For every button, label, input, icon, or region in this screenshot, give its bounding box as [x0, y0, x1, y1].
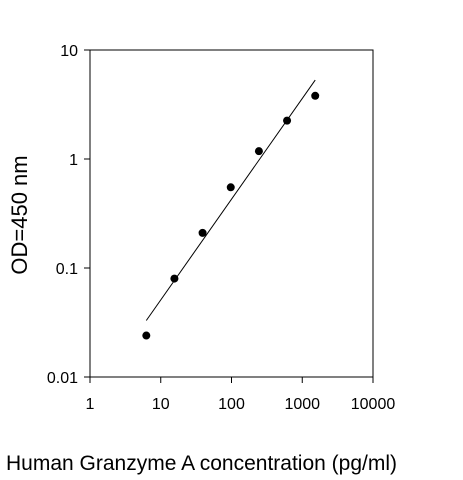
- x-tick-label: 100: [218, 396, 245, 413]
- y-tick-label: 1: [69, 152, 78, 169]
- fit-line: [145, 79, 316, 321]
- data-point: [254, 147, 263, 156]
- plot-area: [89, 49, 374, 378]
- data-point: [198, 228, 207, 237]
- x-axis-ticks: 1 10 100 1000 10000: [86, 377, 396, 413]
- x-tick-label: 1: [86, 396, 95, 413]
- data-point: [142, 331, 151, 340]
- x-tick-label: 10: [152, 396, 170, 413]
- data-point: [311, 91, 320, 100]
- y-axis-ticks: 0.01 0.1 1 10: [47, 43, 90, 387]
- y-tick-label: 0.01: [47, 370, 78, 387]
- y-tick-label: 10: [60, 43, 78, 60]
- plot-border: [89, 49, 374, 378]
- data-point: [283, 116, 292, 125]
- x-tick-label: 10000: [351, 396, 396, 413]
- y-axis-title: OD=450 nm: [7, 155, 32, 274]
- data-point: [170, 274, 179, 283]
- data-points-layer: [142, 91, 320, 340]
- x-tick-label: 1000: [284, 396, 320, 413]
- data-point: [226, 183, 235, 192]
- fit-line-layer: [145, 79, 316, 321]
- y-tick-label: 0.1: [56, 261, 78, 278]
- x-axis-title: Human Granzyme A concentration (pg/ml): [6, 452, 397, 475]
